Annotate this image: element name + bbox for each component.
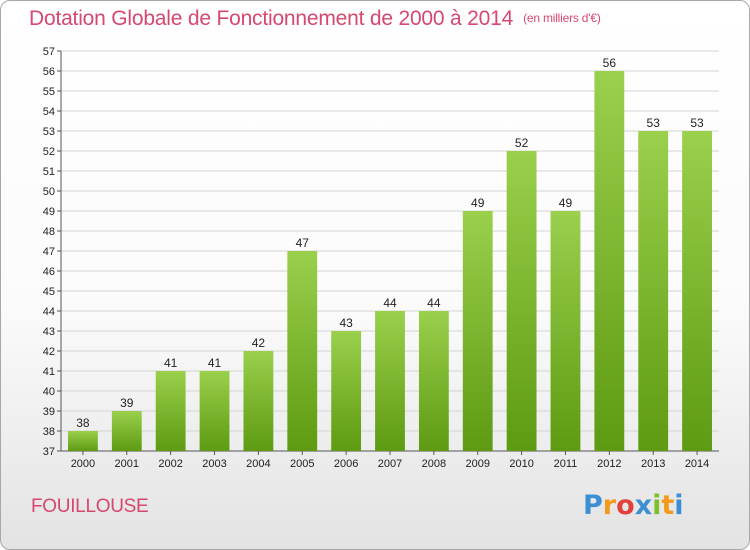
data-label: 43 (339, 316, 353, 330)
y-tick-label: 55 (43, 86, 55, 98)
data-label: 39 (120, 396, 134, 410)
y-tick-label: 44 (43, 306, 55, 318)
y-tick-label: 41 (43, 366, 55, 378)
y-tick-label: 43 (43, 326, 55, 338)
bar (375, 311, 405, 451)
y-tick-label: 50 (43, 186, 55, 198)
bar (155, 371, 186, 451)
bar (68, 431, 98, 451)
bar (331, 331, 362, 451)
bar (462, 211, 493, 451)
x-tick-label: 2004 (246, 458, 270, 470)
proxiti-logo[interactable]: Proxiti (583, 490, 684, 521)
data-label: 47 (296, 236, 310, 250)
bars (68, 71, 712, 451)
y-tick-label: 53 (43, 126, 55, 138)
y-tick-label: 40 (43, 386, 55, 398)
y-tick-label: 47 (43, 246, 55, 258)
x-tick-label: 2001 (115, 458, 139, 470)
data-label: 38 (76, 416, 90, 430)
y-tick-label: 42 (43, 346, 55, 358)
x-tick-label: 2005 (290, 458, 314, 470)
y-tick-label: 38 (43, 426, 55, 438)
x-tick-label: 2011 (554, 458, 578, 470)
x-tick-label: 2007 (378, 458, 402, 470)
data-label: 41 (208, 356, 222, 370)
logo-letter: o (616, 490, 635, 521)
data-label: 49 (471, 196, 485, 210)
y-tick-label: 56 (43, 66, 55, 78)
data-label: 56 (603, 56, 617, 70)
x-tick-label: 2002 (158, 458, 182, 470)
bar (199, 371, 230, 451)
data-label: 44 (427, 296, 441, 310)
logo-letter: P (583, 490, 603, 521)
y-tick-label: 46 (43, 266, 55, 278)
bar (243, 351, 274, 451)
data-label: 53 (647, 116, 661, 130)
labels: 37 38 39 40 41 42 43 44 45 46 47 48 49 50 51 52 53 54 55 56… (43, 46, 710, 470)
bar (594, 71, 625, 451)
bar (638, 131, 669, 451)
data-label: 53 (690, 116, 704, 130)
x-tick-label: 2013 (641, 458, 665, 470)
data-label: 41 (164, 356, 178, 370)
x-tick-label: 2010 (509, 458, 533, 470)
x-tick-label: 2000 (71, 458, 95, 470)
logo-letter: i (674, 490, 684, 521)
data-label: 42 (252, 336, 266, 350)
bar (287, 251, 318, 451)
logo-letter: t (661, 490, 675, 521)
data-label: 52 (515, 136, 529, 150)
bar (550, 211, 581, 451)
chart-title-text: Dotation Globale de Fonctionnement de 20… (29, 7, 514, 30)
x-tick-label: 2012 (597, 458, 621, 470)
chart-subtitle: (en milliers d'€) (523, 11, 601, 25)
logo-letter: i (652, 490, 662, 521)
y-tick-label: 39 (43, 406, 55, 418)
y-tick-label: 54 (43, 106, 55, 118)
y-tick-label: 51 (43, 166, 55, 178)
data-label: 49 (559, 196, 573, 210)
y-tick-label: 37 (43, 446, 55, 458)
bar (682, 131, 712, 451)
commune-name: FOUILLOUSE (31, 496, 149, 517)
x-tick-label: 2014 (685, 458, 709, 470)
logo-letter: r (602, 490, 617, 521)
bar (111, 411, 142, 451)
x-tick-label: 2006 (334, 458, 358, 470)
x-tick-label: 2008 (422, 458, 446, 470)
x-tick-label: 2003 (202, 458, 226, 470)
y-tick-label: 52 (43, 146, 55, 158)
x-tick-label: 2009 (465, 458, 489, 470)
y-tick-label: 48 (43, 226, 55, 238)
bar (418, 311, 449, 451)
y-tick-label: 45 (43, 286, 55, 298)
y-tick-label: 57 (43, 46, 55, 58)
chart-title: Dotation Globale de Fonctionnement de 20… (29, 7, 601, 31)
data-label: 44 (383, 296, 397, 310)
logo-letter: x (634, 490, 653, 521)
bar (506, 151, 537, 451)
y-tick-label: 49 (43, 206, 55, 218)
